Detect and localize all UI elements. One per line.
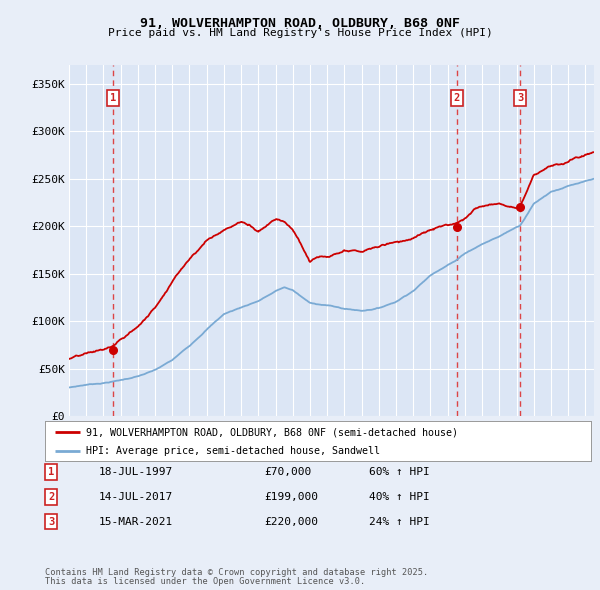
Text: 15-MAR-2021: 15-MAR-2021	[99, 517, 173, 526]
Text: 2: 2	[48, 492, 54, 502]
Text: 24% ↑ HPI: 24% ↑ HPI	[369, 517, 430, 526]
Text: 1: 1	[48, 467, 54, 477]
Text: 3: 3	[517, 93, 523, 103]
Text: 2: 2	[454, 93, 460, 103]
Text: 1: 1	[110, 93, 116, 103]
Text: 18-JUL-1997: 18-JUL-1997	[99, 467, 173, 477]
Text: £220,000: £220,000	[264, 517, 318, 526]
Text: 40% ↑ HPI: 40% ↑ HPI	[369, 492, 430, 502]
Text: Price paid vs. HM Land Registry's House Price Index (HPI): Price paid vs. HM Land Registry's House …	[107, 28, 493, 38]
Text: £70,000: £70,000	[264, 467, 311, 477]
Text: 60% ↑ HPI: 60% ↑ HPI	[369, 467, 430, 477]
Text: 91, WOLVERHAMPTON ROAD, OLDBURY, B68 0NF: 91, WOLVERHAMPTON ROAD, OLDBURY, B68 0NF	[140, 17, 460, 30]
Text: HPI: Average price, semi-detached house, Sandwell: HPI: Average price, semi-detached house,…	[86, 447, 380, 456]
Text: 14-JUL-2017: 14-JUL-2017	[99, 492, 173, 502]
Text: 3: 3	[48, 517, 54, 526]
Text: Contains HM Land Registry data © Crown copyright and database right 2025.: Contains HM Land Registry data © Crown c…	[45, 568, 428, 577]
Text: This data is licensed under the Open Government Licence v3.0.: This data is licensed under the Open Gov…	[45, 578, 365, 586]
Text: 91, WOLVERHAMPTON ROAD, OLDBURY, B68 0NF (semi-detached house): 91, WOLVERHAMPTON ROAD, OLDBURY, B68 0NF…	[86, 427, 458, 437]
Text: £199,000: £199,000	[264, 492, 318, 502]
